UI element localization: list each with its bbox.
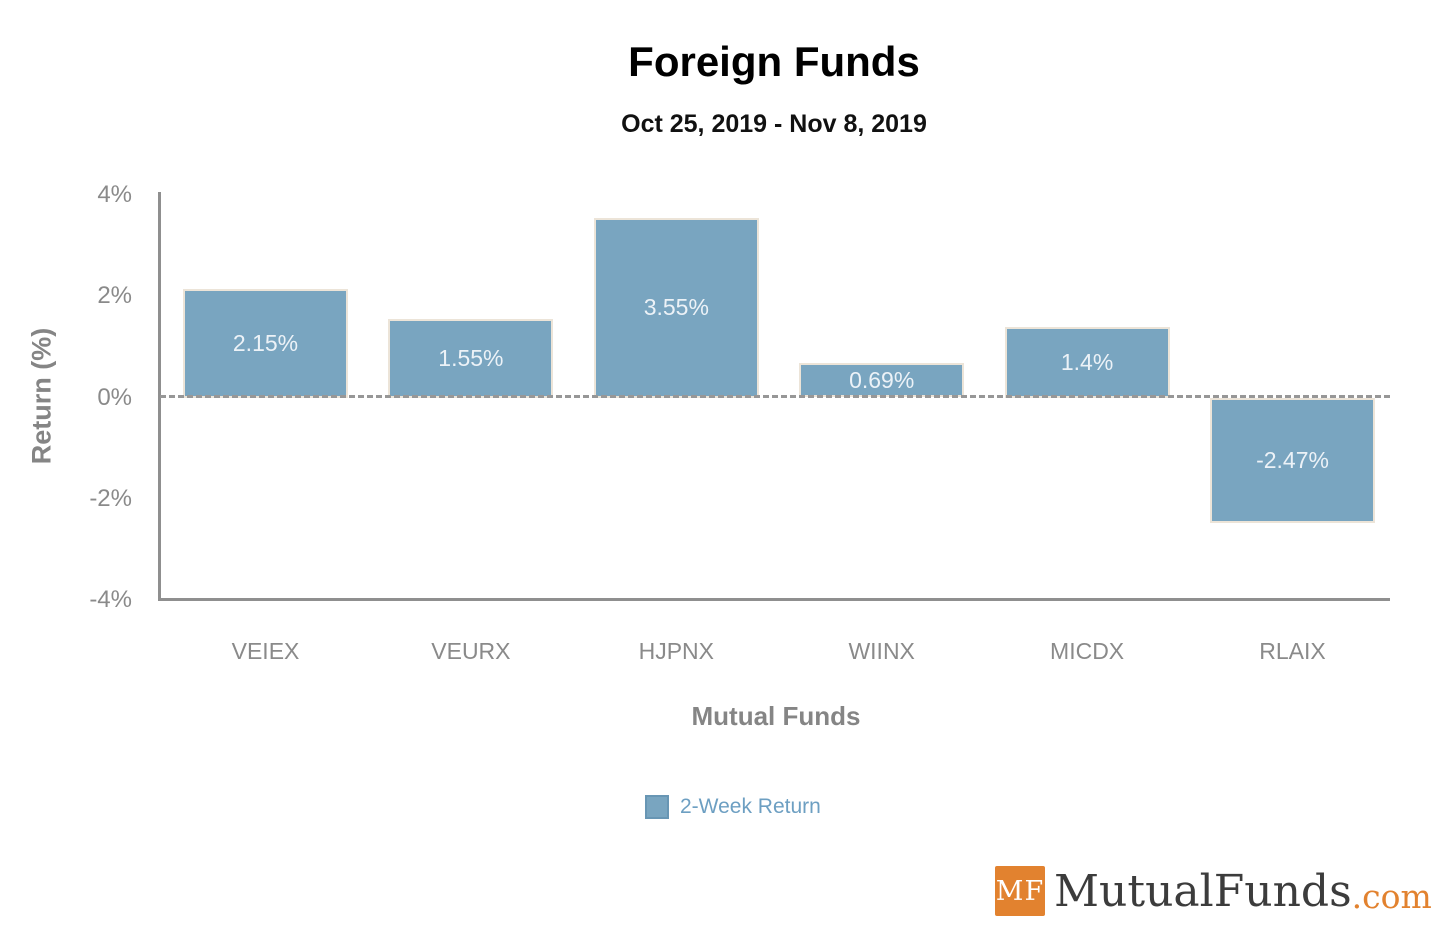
x-tick-WIINX: WIINX xyxy=(848,638,915,664)
x-tick-HJPNX: HJPNX xyxy=(638,638,714,664)
x-tick-MICDX: MICDX xyxy=(1050,638,1125,664)
bar-value-label: 0.69% xyxy=(849,366,915,393)
zero-gridline xyxy=(160,395,1390,398)
mf-badge-icon: MF xyxy=(995,866,1045,916)
bar-WIINX[interactable]: 0.69% xyxy=(799,362,965,398)
bar-RLAIX[interactable]: -2.47% xyxy=(1210,397,1375,523)
legend-swatch-icon xyxy=(645,795,669,819)
x-axis-title: Mutual Funds xyxy=(691,701,861,731)
bar-VEIEX[interactable]: 2.15% xyxy=(183,288,348,398)
x-tick-VEIEX: VEIEX xyxy=(231,638,300,664)
y-axis-line xyxy=(158,192,161,601)
chart-subtitle: Oct 25, 2019 - Nov 8, 2019 xyxy=(621,110,927,138)
legend-item[interactable]: 2-Week Return xyxy=(645,795,821,819)
x-tick-RLAIX: RLAIX xyxy=(1259,638,1326,664)
y-tick--4%: -4% xyxy=(89,586,132,613)
mutualfunds-logo[interactable]: MF MutualFunds .com xyxy=(995,865,1432,917)
bar-value-label: 2.15% xyxy=(232,329,299,356)
legend-label: 2-Week Return xyxy=(680,795,821,818)
bar-MICDX[interactable]: 1.4% xyxy=(1004,326,1170,398)
x-axis-line xyxy=(158,598,1390,601)
bar-value-label: 3.55% xyxy=(643,294,709,321)
bar-HJPNX[interactable]: 3.55% xyxy=(593,217,759,398)
y-tick--2%: -2% xyxy=(89,484,132,512)
y-tick-0%: 0% xyxy=(97,383,132,411)
logo-tld: .com xyxy=(1351,876,1432,916)
logo-name: MutualFunds xyxy=(1054,865,1352,917)
y-tick-4%: 4% xyxy=(97,181,132,208)
y-tick-2%: 2% xyxy=(97,282,132,310)
x-tick-VEURX: VEURX xyxy=(431,638,511,664)
bar-VEURX[interactable]: 1.55% xyxy=(388,319,554,398)
bar-value-label: 1.4% xyxy=(1060,348,1114,375)
bar-value-label: 1.55% xyxy=(438,344,504,371)
bar-value-label: -2.47% xyxy=(1256,446,1329,473)
chart-title: Foreign Funds xyxy=(628,38,920,85)
